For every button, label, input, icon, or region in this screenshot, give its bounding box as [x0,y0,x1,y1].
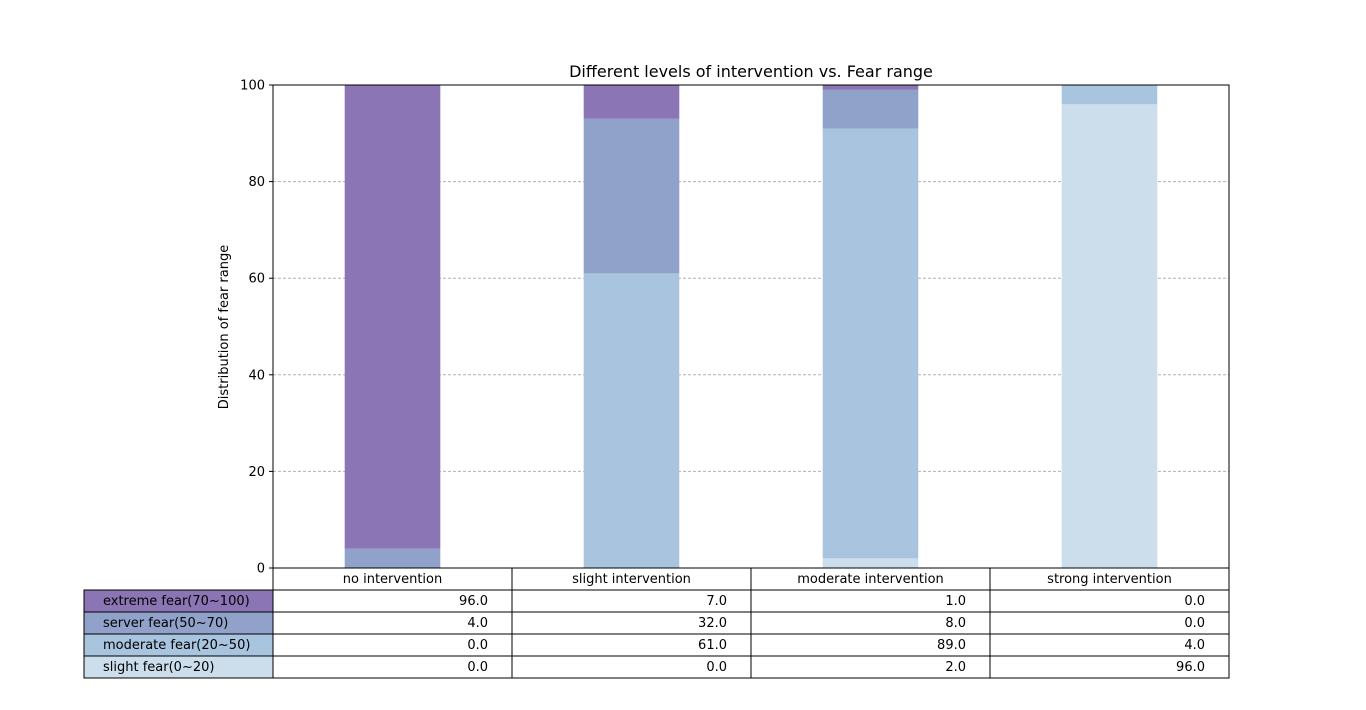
bar-segment [583,118,680,274]
table-cell-value: 0.0 [1184,616,1205,631]
bar-segment [822,89,919,129]
table-cell-value: 8.0 [945,616,966,631]
bar-segment [344,548,441,568]
table-cell-value: 0.0 [467,638,488,653]
y-tick-label: 80 [248,175,265,190]
bar-segment [583,85,680,119]
table-cell-value: 89.0 [937,638,966,653]
table-cell-value: 4.0 [467,616,488,631]
bar-segment [822,128,919,559]
bar-segment [1061,104,1158,568]
table-cell-value: 96.0 [459,594,488,609]
table-column-header: moderate intervention [797,572,944,587]
table-cell-value: 1.0 [945,594,966,609]
bars [344,85,1158,568]
bar-segment [822,558,919,568]
table-cell-value: 0.0 [467,660,488,675]
table-cell [989,655,1230,679]
y-tick-label: 0 [257,562,265,577]
y-tick-label: 40 [248,368,265,383]
table-cell-value: 96.0 [1176,660,1205,675]
bar-segment [344,85,441,549]
table-column-header: no intervention [343,572,442,587]
table-cell-value: 7.0 [706,594,727,609]
table-cell-value: 0.0 [706,660,727,675]
bar-segment [583,273,680,568]
table-cell-value: 32.0 [698,616,727,631]
table-column-header: strong intervention [1047,572,1172,587]
table-row-label: server fear(50~70) [103,616,228,631]
table-cell-value: 4.0 [1184,638,1205,653]
table-cell-value: 0.0 [1184,594,1205,609]
table-row-label: slight fear(0~20) [103,660,214,675]
table-cell-value: 61.0 [698,638,727,653]
table-row-label: extreme fear(70~100) [103,594,250,609]
y-tick-label: 20 [248,465,265,480]
table-row-label: moderate fear(20~50) [103,638,250,653]
y-axis-label: Distribution of fear range [217,245,232,409]
bar-segment [822,85,919,90]
y-tick-label: 100 [240,79,265,94]
table-column-header: slight intervention [572,572,691,587]
data-table: no intervention slight intervention modera… [83,567,1230,679]
bar-segment [1061,85,1158,105]
chart-title: Different levels of intervention vs. Fea… [569,62,933,81]
table-cell-value: 2.0 [945,660,966,675]
y-tick-label: 60 [248,272,265,287]
